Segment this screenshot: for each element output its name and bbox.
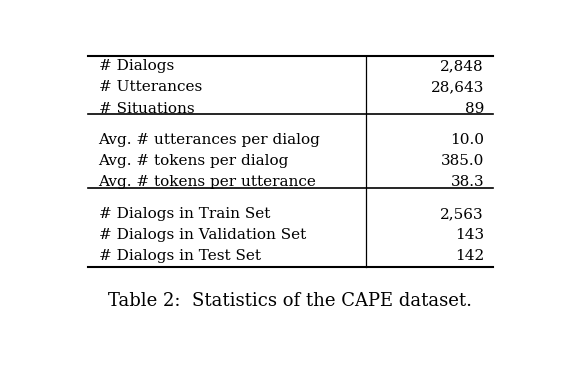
Text: # Dialogs in Train Set: # Dialogs in Train Set [98, 207, 270, 221]
Text: 38.3: 38.3 [450, 175, 484, 189]
Text: # Dialogs in Test Set: # Dialogs in Test Set [98, 249, 261, 263]
Text: Avg. # tokens per dialog: Avg. # tokens per dialog [98, 154, 289, 168]
Text: # Dialogs: # Dialogs [98, 59, 174, 73]
Text: 28,643: 28,643 [430, 80, 484, 94]
Text: Table 2:  Statistics of the CAPE dataset.: Table 2: Statistics of the CAPE dataset. [108, 292, 472, 310]
Text: 385.0: 385.0 [441, 154, 484, 168]
Text: 2,563: 2,563 [441, 207, 484, 221]
Text: # Utterances: # Utterances [98, 80, 202, 94]
Text: 143: 143 [455, 228, 484, 242]
Text: # Situations: # Situations [98, 101, 194, 115]
Text: 2,848: 2,848 [441, 59, 484, 73]
Text: 142: 142 [455, 249, 484, 263]
Text: # Dialogs in Validation Set: # Dialogs in Validation Set [98, 228, 306, 242]
Text: Avg. # utterances per dialog: Avg. # utterances per dialog [98, 133, 320, 147]
Text: 10.0: 10.0 [450, 133, 484, 147]
Text: Avg. # tokens per utterance: Avg. # tokens per utterance [98, 175, 316, 189]
Text: 89: 89 [465, 101, 484, 115]
